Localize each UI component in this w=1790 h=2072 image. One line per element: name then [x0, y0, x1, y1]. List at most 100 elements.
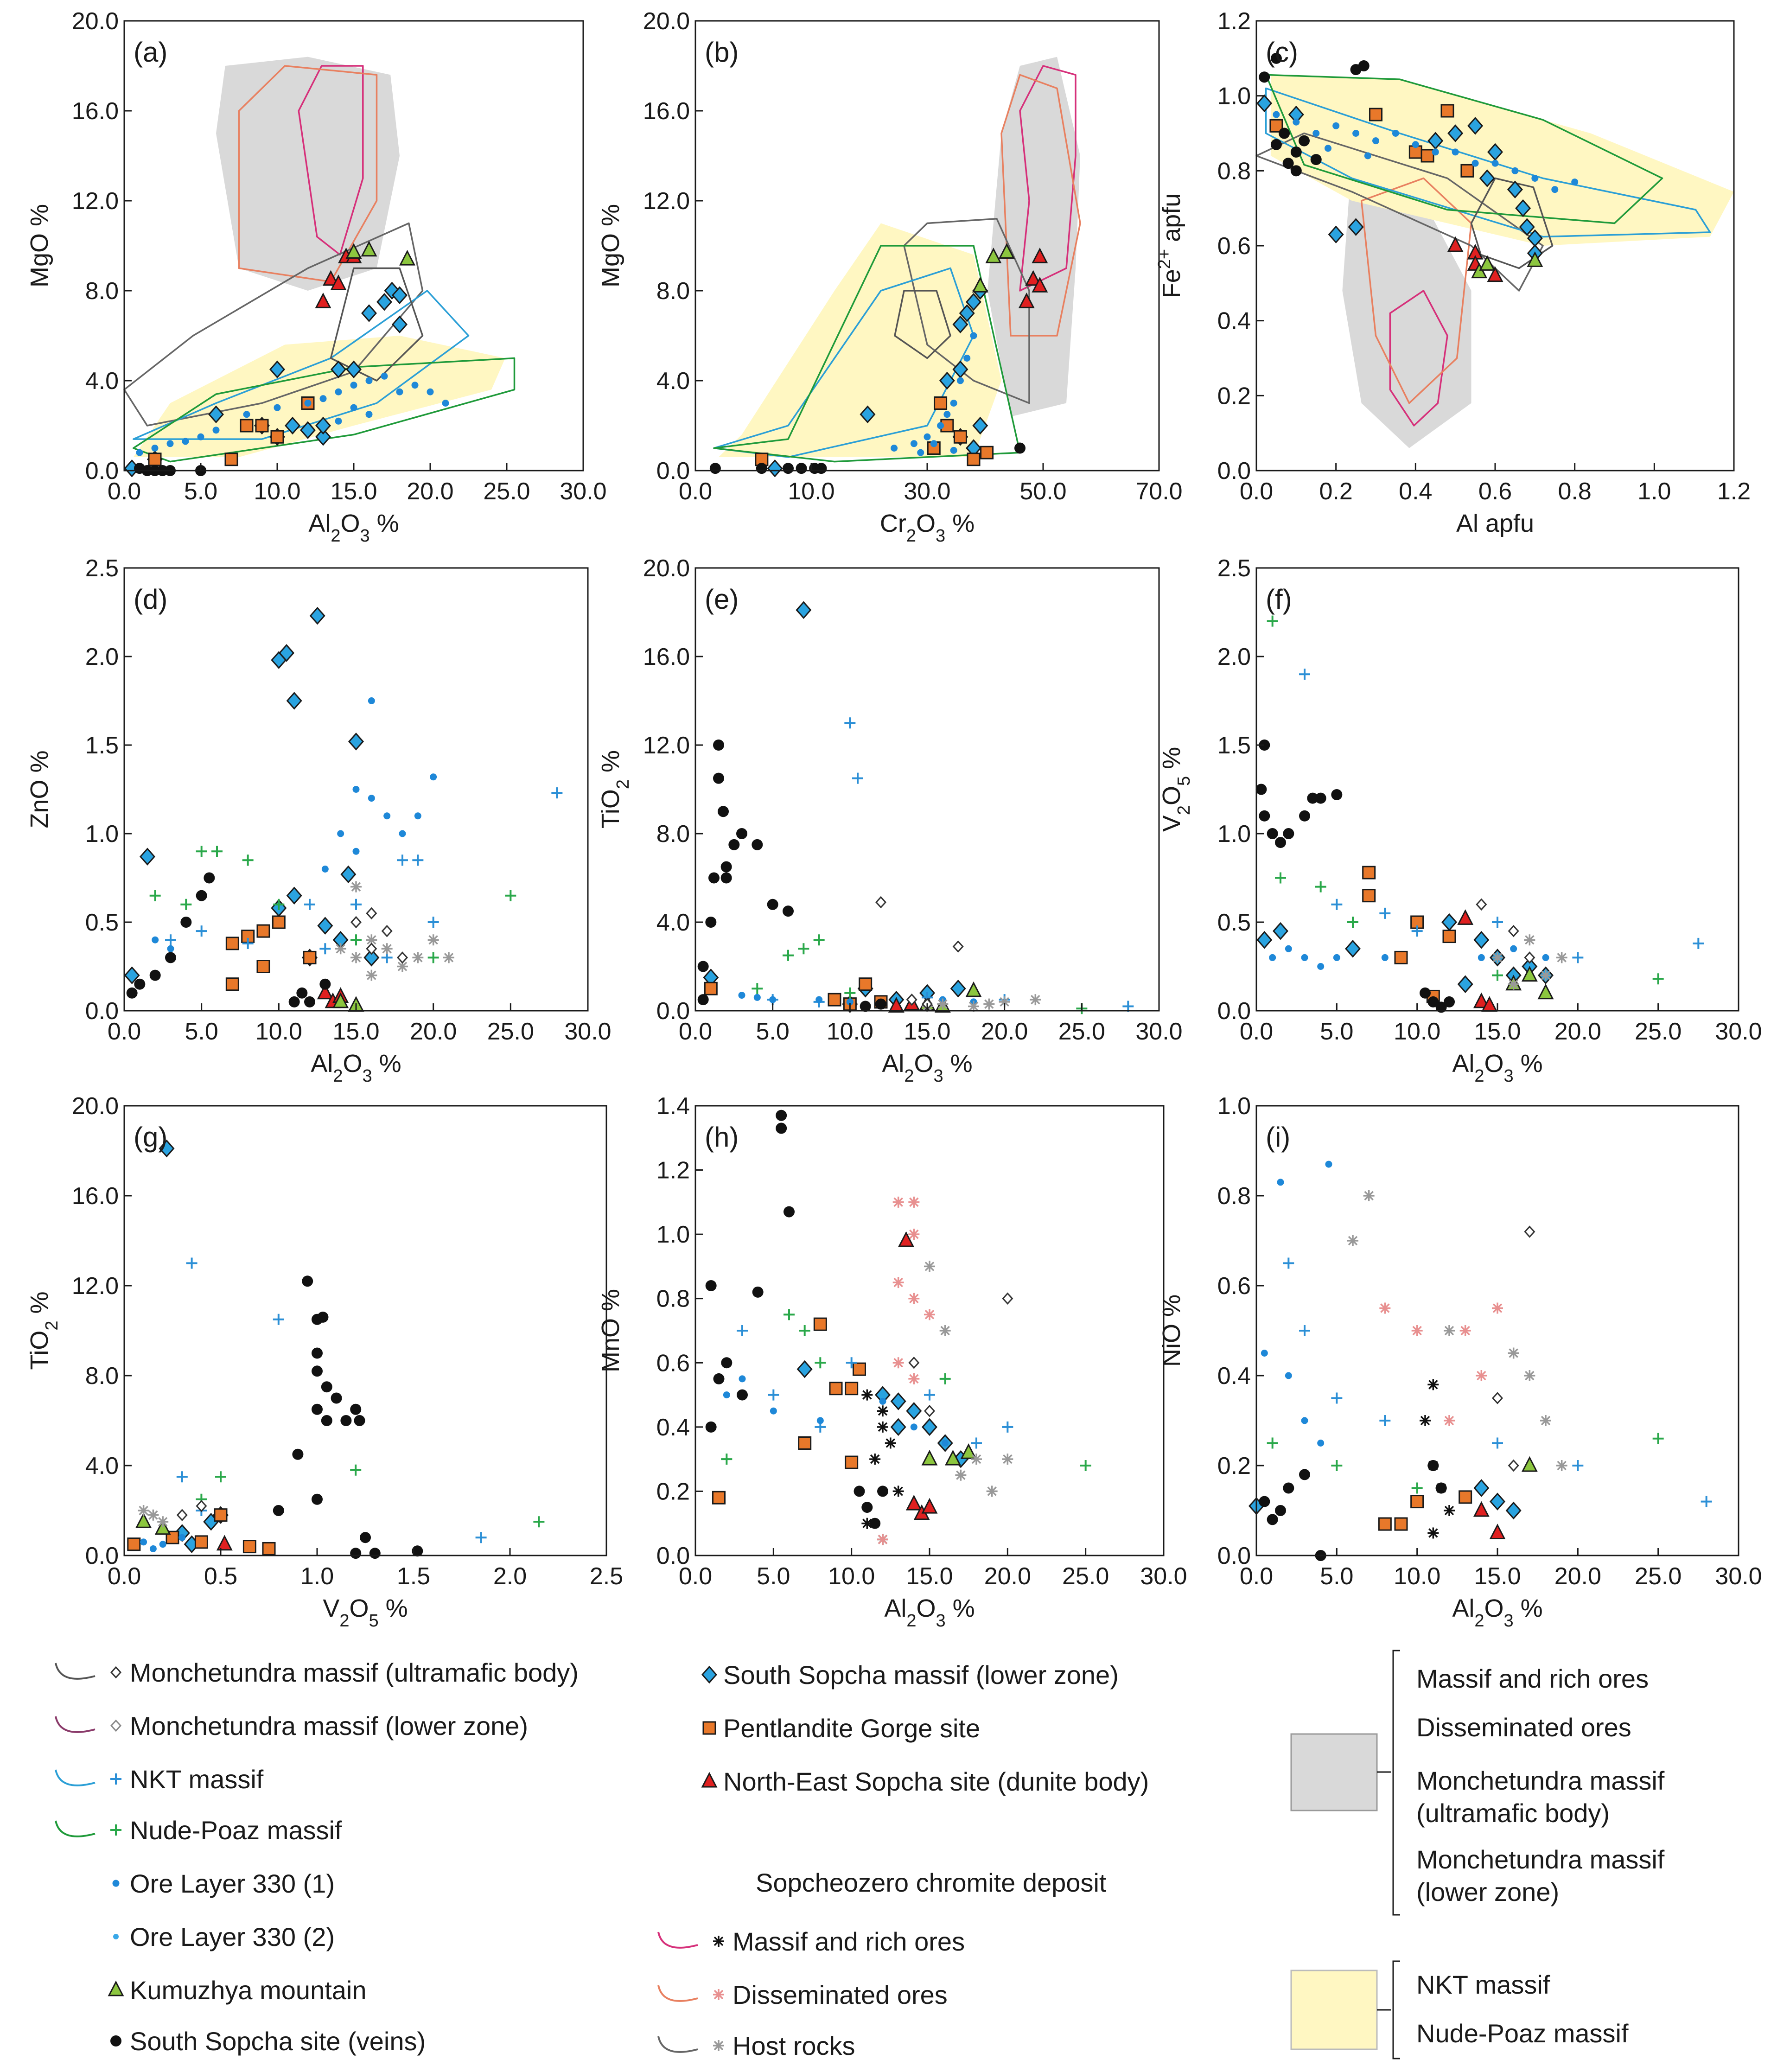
data-point — [149, 890, 161, 901]
data-point — [1325, 1160, 1332, 1168]
data-point — [1259, 71, 1270, 83]
data-point — [240, 419, 254, 433]
data-point — [369, 1548, 381, 1559]
x-axis-title-c: Al apfu — [1456, 510, 1534, 537]
data-point — [208, 405, 224, 424]
gray-field-b-0 — [987, 57, 1080, 417]
y-tick-label: 2.5 — [85, 555, 119, 582]
panel-label-c: (c) — [1266, 37, 1298, 68]
gray-field-label: (lower zone) — [1416, 1877, 1559, 1906]
data-point — [869, 1454, 881, 1465]
data-point — [1352, 130, 1360, 137]
data-point — [214, 1508, 228, 1522]
data-point — [312, 1347, 323, 1359]
y-tick-label: 20.0 — [643, 8, 690, 35]
series-i-nude — [1267, 1433, 1664, 1494]
data-point — [1275, 837, 1286, 848]
data-point — [1524, 1370, 1535, 1381]
data-point — [852, 772, 863, 784]
data-point — [551, 787, 563, 799]
y-tick-label: 0.5 — [1217, 909, 1251, 936]
y-tick-label: 0.5 — [85, 909, 119, 936]
gray-field-label: Disseminated ores — [1416, 1713, 1631, 1742]
y-axis-title-c: Fe2+ apfu — [1155, 193, 1185, 298]
data-point — [1348, 218, 1364, 236]
data-point — [869, 1517, 881, 1529]
series-d-nude — [149, 846, 516, 963]
y-tick-label: 20.0 — [72, 1093, 119, 1120]
data-point — [304, 400, 312, 407]
data-point — [798, 1436, 812, 1450]
data-point — [1411, 925, 1423, 937]
data-point — [312, 1365, 323, 1377]
panel-d: 0.0 5.0 10.0 15.0 20.0 25.0 30.0 0.0 0.5 1.0 1.5 2.… — [25, 555, 612, 1086]
data-point — [1379, 1302, 1391, 1314]
gray-field-label: Monchetundra massif — [1416, 1845, 1665, 1874]
y-tick-label: 0.2 — [1217, 1453, 1251, 1479]
y-tick-label: 2.5 — [1217, 555, 1251, 582]
plot-frame-i — [1255, 1105, 1739, 1556]
data-point — [399, 249, 415, 266]
data-point — [134, 978, 146, 990]
x-tick-label: 20.0 — [407, 478, 453, 505]
data-point — [296, 987, 308, 999]
gray-field-label: (ultramafic body) — [1416, 1798, 1610, 1828]
series-f-nkt — [1299, 669, 1704, 963]
data-point — [1524, 951, 1535, 964]
series-i-ne-sopcha — [1473, 1501, 1506, 1539]
data-point — [1540, 969, 1551, 981]
data-point — [284, 416, 301, 435]
legend-item-monch-ultra: Monchetundra massif (ultramafic body) — [55, 1658, 579, 1687]
data-point — [159, 1541, 166, 1548]
data-point — [317, 983, 333, 1000]
data-point — [178, 1534, 186, 1541]
data-point — [196, 1500, 207, 1512]
x-tick-label: 1.0 — [1637, 478, 1671, 505]
x-tick-label: 5.0 — [184, 478, 217, 505]
data-point — [321, 1381, 332, 1393]
data-point — [924, 1404, 936, 1417]
data-point — [366, 934, 377, 946]
data-point — [151, 445, 159, 452]
x-tick-label: 1.5 — [397, 1563, 430, 1590]
series-h-nkt — [737, 1325, 1013, 1449]
data-point — [1025, 270, 1042, 286]
series-h-pentlandite — [712, 1317, 866, 1505]
series-f-veins — [1255, 740, 1455, 1013]
data-point — [1491, 1392, 1503, 1404]
series-e-veins — [697, 740, 886, 1012]
data-point — [769, 996, 777, 1003]
panel-label-h: (h) — [705, 1122, 739, 1153]
data-point — [796, 1360, 813, 1378]
y-tick-label: 0.0 — [656, 458, 690, 485]
data-point — [1524, 934, 1535, 946]
data-point — [1527, 251, 1543, 267]
data-point — [924, 433, 931, 440]
data-point — [877, 1405, 888, 1417]
data-point — [879, 1397, 886, 1405]
x-axis-title-i: Al2O3 % — [1452, 1594, 1542, 1631]
data-point — [350, 952, 362, 963]
series-d-pentlandite — [225, 915, 317, 991]
data-point — [412, 1545, 423, 1557]
data-point — [955, 1469, 967, 1481]
data-point — [845, 1455, 859, 1469]
x-tick-label: 30.0 — [564, 1018, 611, 1045]
data-point — [1467, 117, 1484, 135]
data-point — [1447, 124, 1464, 142]
series-i-ore1 — [1261, 1160, 1332, 1447]
legend-label: North-East Sopcha site (dunite body) — [723, 1767, 1149, 1796]
series-b-ore1 — [891, 332, 977, 456]
legend-line-swatch — [55, 1663, 96, 1680]
data-point — [136, 449, 143, 456]
data-point — [1444, 1415, 1455, 1426]
panel-label-i: (i) — [1266, 1122, 1290, 1153]
legend-line-swatch — [55, 1769, 96, 1786]
y-tick-label: 1.4 — [656, 1093, 690, 1120]
data-point — [1427, 1379, 1439, 1390]
data-point — [154, 1519, 171, 1535]
data-point — [888, 997, 905, 1013]
y-tick-label: 4.0 — [656, 368, 690, 395]
data-point — [945, 1449, 961, 1466]
